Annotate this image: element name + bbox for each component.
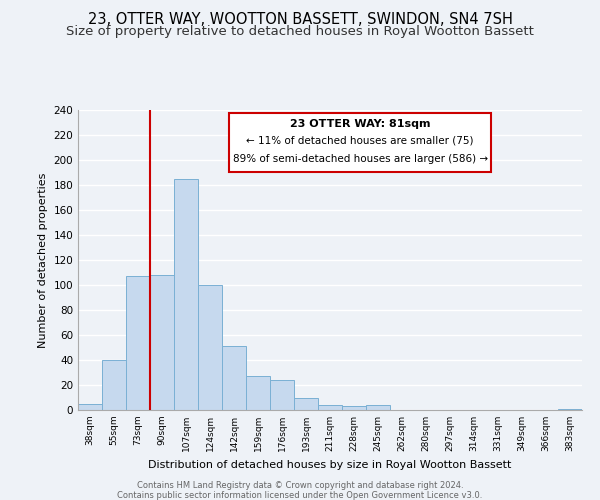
Y-axis label: Number of detached properties: Number of detached properties: [38, 172, 48, 348]
Text: ← 11% of detached houses are smaller (75): ← 11% of detached houses are smaller (75…: [247, 136, 474, 145]
Bar: [174, 179, 198, 410]
Bar: [318, 405, 342, 410]
Bar: [366, 405, 390, 410]
Bar: [270, 380, 294, 410]
Bar: [126, 276, 150, 410]
Text: Contains public sector information licensed under the Open Government Licence v3: Contains public sector information licen…: [118, 490, 482, 500]
Bar: [246, 376, 270, 410]
Text: Size of property relative to detached houses in Royal Wootton Bassett: Size of property relative to detached ho…: [66, 25, 534, 38]
Text: 89% of semi-detached houses are larger (586) →: 89% of semi-detached houses are larger (…: [233, 154, 488, 164]
FancyBboxPatch shape: [229, 113, 491, 172]
Bar: [150, 275, 174, 410]
Bar: [342, 406, 366, 410]
Bar: [294, 398, 318, 410]
Bar: [102, 360, 126, 410]
Text: 23 OTTER WAY: 81sqm: 23 OTTER WAY: 81sqm: [290, 119, 430, 129]
Text: Contains HM Land Registry data © Crown copyright and database right 2024.: Contains HM Land Registry data © Crown c…: [137, 480, 463, 490]
Text: 23, OTTER WAY, WOOTTON BASSETT, SWINDON, SN4 7SH: 23, OTTER WAY, WOOTTON BASSETT, SWINDON,…: [88, 12, 512, 28]
Bar: [78, 404, 102, 410]
X-axis label: Distribution of detached houses by size in Royal Wootton Bassett: Distribution of detached houses by size …: [148, 460, 512, 469]
Bar: [558, 409, 582, 410]
Bar: [222, 346, 246, 410]
Bar: [198, 285, 222, 410]
